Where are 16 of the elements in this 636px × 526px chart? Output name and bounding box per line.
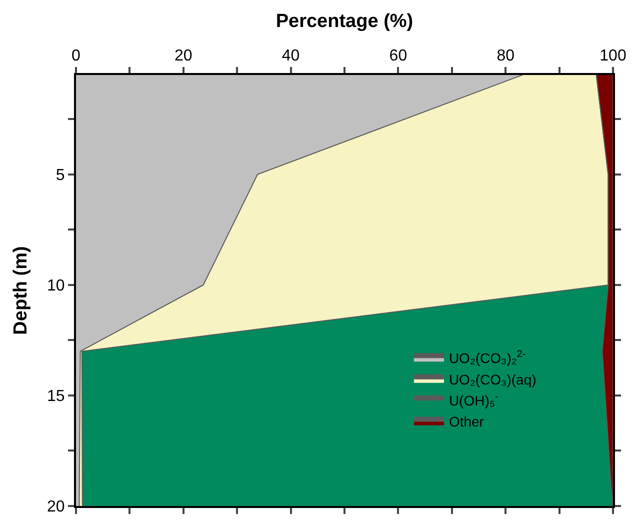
legend-label: U(OH)₅$^{-}$ [448,392,498,408]
y-axis-title: Depth (m) [10,246,32,335]
x-tick-label: 40 [282,48,300,65]
x-tick-label: 60 [389,48,408,65]
y-tick-label: 10 [47,278,65,295]
x-tick-label: 20 [174,48,192,65]
x-tick-label: 80 [496,48,515,65]
y-tick-label: 20 [47,498,65,516]
x-axis-title: Percentage (%) [276,10,414,32]
x-tick-label: 100 [600,48,626,65]
y-tick-label: 15 [47,388,65,406]
y-tick-label: 5 [56,167,65,184]
legend-label: UO₂(CO₃)₂$^{2-}$ [448,349,526,366]
legend-label: UO₂(CO₃)(aq) [448,371,536,388]
legend-label: Other [448,414,484,430]
x-tick-label: 0 [72,48,81,65]
